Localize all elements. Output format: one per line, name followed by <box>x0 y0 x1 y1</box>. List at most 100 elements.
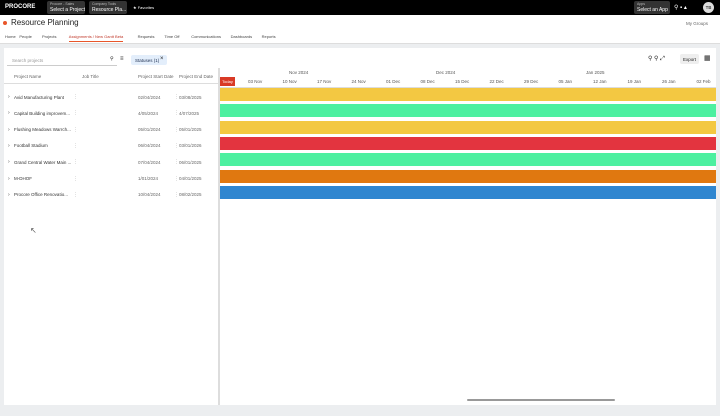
project-bar[interactable] <box>220 185 716 199</box>
project-bar[interactable] <box>220 153 716 167</box>
icon <box>3 21 7 25</box>
nav-tab[interactable]: Reports <box>261 34 276 39</box>
expand[interactable]: › <box>8 126 10 133</box>
project-name[interactable]: Capital Building improvem... <box>14 110 71 116</box>
icons: ⚲ ▪ ▴ <box>674 5 687 11</box>
start-date: 02/04/2024 <box>138 94 161 100</box>
column-header: Job Title <box>82 74 99 79</box>
week-label: 08 Dec <box>420 79 435 84</box>
menu[interactable]: ⋮ <box>174 142 179 149</box>
search[interactable]: Search projects ⚲ <box>7 55 117 66</box>
project-name[interactable]: Avid Manufacturing Plant <box>14 94 64 100</box>
label: Procore - Sales <box>50 2 75 6</box>
avatar[interactable]: TB <box>703 2 714 13</box>
menu[interactable]: ⋮ <box>174 175 179 182</box>
nav-tab[interactable]: Time Off <box>164 34 180 39</box>
zoom-icons[interactable]: ⚲ ⚲ ⤢ <box>648 56 665 62</box>
week-label: 22 Dec <box>489 79 504 84</box>
week-label: 03 Nov <box>248 79 263 84</box>
project-bar[interactable] <box>220 120 716 134</box>
cursor: ↖ <box>30 226 37 235</box>
favorites[interactable]: ★ Favorites <box>133 5 155 10</box>
expand[interactable]: › <box>8 142 10 149</box>
week-label: 05 Jan <box>558 79 573 84</box>
value: Resource Pla... <box>92 7 127 13</box>
menu[interactable]: ⋮ <box>174 159 179 166</box>
end-date: 06/01/2025 <box>179 159 202 165</box>
end-date: 4/07/2025 <box>179 110 200 116</box>
column-header: Project End Date <box>179 74 214 79</box>
menu[interactable]: ⋮ <box>73 142 78 149</box>
start-date: 06/04/2024 <box>138 143 161 149</box>
nav-tab[interactable]: People <box>19 34 32 39</box>
menu[interactable]: ⋮ <box>174 126 179 133</box>
end-date: 03/08/2025 <box>179 94 202 100</box>
expand[interactable]: › <box>8 94 10 100</box>
expand[interactable]: › <box>8 191 10 198</box>
project-bar[interactable] <box>220 136 716 150</box>
text: Favorites <box>137 5 155 10</box>
project-bar[interactable] <box>220 88 716 101</box>
project-name[interactable]: Grand Central Water Main ... <box>14 159 72 165</box>
week-label: 24 Nov <box>351 79 366 84</box>
week-label: 17 Nov <box>317 79 332 84</box>
nav-tab[interactable]: Assignments / New Gantt Beta <box>68 34 124 42</box>
week-label: 19 Jan <box>627 79 642 84</box>
grid-icon[interactable]: ▦ <box>704 55 711 62</box>
project-bar[interactable] <box>220 104 716 118</box>
filter-icon[interactable]: ≡ <box>120 56 124 62</box>
week-label: 15 Dec <box>455 79 470 84</box>
nav-tab[interactable]: Projects <box>42 34 57 39</box>
project-name[interactable]: Procore Office Renovatio... <box>14 192 68 198</box>
expand[interactable]: › <box>8 175 10 182</box>
search-icon: ⚲ <box>110 56 114 62</box>
table: Project Name Job Title Project Start Date P… <box>4 68 218 398</box>
end-date: 05/01/2025 <box>179 127 202 133</box>
text: Statuses (1) <box>135 58 160 63</box>
week-label: 01 Dec <box>386 79 401 84</box>
week-label: 12 Jan <box>593 79 607 84</box>
nav-tab[interactable]: Dashboards <box>230 34 253 39</box>
menu[interactable]: ⋮ <box>73 110 78 117</box>
expand[interactable]: › <box>8 110 10 117</box>
menu[interactable]: ⋮ <box>73 126 78 133</box>
month-label: Nov 2024 <box>289 70 309 75</box>
project-name[interactable]: M-DHOF <box>14 176 32 181</box>
header-rule <box>220 87 716 88</box>
month-label: Dec 2024 <box>436 70 456 75</box>
menu[interactable]: ⋮ <box>174 94 179 100</box>
nav-tab[interactable]: Home <box>5 34 16 39</box>
export[interactable]: Export <box>680 54 699 64</box>
tools-picker[interactable]: Company Tools Resource Pla... <box>89 1 127 14</box>
nav-tab[interactable]: Communications <box>191 34 221 39</box>
groups[interactable]: My Groups <box>686 21 709 26</box>
title: Resource Planning <box>11 18 79 27</box>
nav-tab[interactable]: Requests <box>137 34 155 39</box>
divider <box>218 68 220 405</box>
close[interactable]: × <box>160 56 164 62</box>
start-date: 1/01/2024 <box>138 176 159 181</box>
menu[interactable]: ⋮ <box>73 175 78 182</box>
end-date: 08/02/2025 <box>179 192 202 198</box>
header: Resource Planning My Groups Home People Pr… <box>0 15 720 44</box>
project-name[interactable]: Flushing Meadows Warrch... <box>14 127 71 133</box>
panel: Search projects ⚲ ≡ Statuses (1) × ⚲ ⚲ ⤢… <box>4 48 716 405</box>
menu[interactable]: ⋮ <box>174 191 179 198</box>
menu[interactable]: ⋮ <box>73 159 78 166</box>
scrollbar[interactable] <box>467 399 615 401</box>
menu[interactable]: ⋮ <box>73 191 78 198</box>
project-picker[interactable]: Procore - Sales Select a Project <box>47 1 85 14</box>
top-bar: PROCORE Procore - Sales Select a Project… <box>0 0 720 15</box>
menu[interactable]: ⋮ <box>174 110 179 117</box>
expand[interactable]: › <box>8 159 10 166</box>
apps-picker[interactable]: Apps Select an App <box>634 1 670 14</box>
project-name[interactable]: Football Stadium <box>14 143 48 149</box>
menu[interactable]: ⋮ <box>73 94 78 100</box>
label: Apps <box>637 2 645 6</box>
logo[interactable]: PROCORE <box>5 4 36 10</box>
project-bar[interactable] <box>220 169 716 183</box>
filter-chip[interactable]: Statuses (1) × <box>131 55 167 65</box>
week-label: 29 Dec <box>524 79 539 84</box>
week-label: 10 Nov <box>282 79 297 84</box>
